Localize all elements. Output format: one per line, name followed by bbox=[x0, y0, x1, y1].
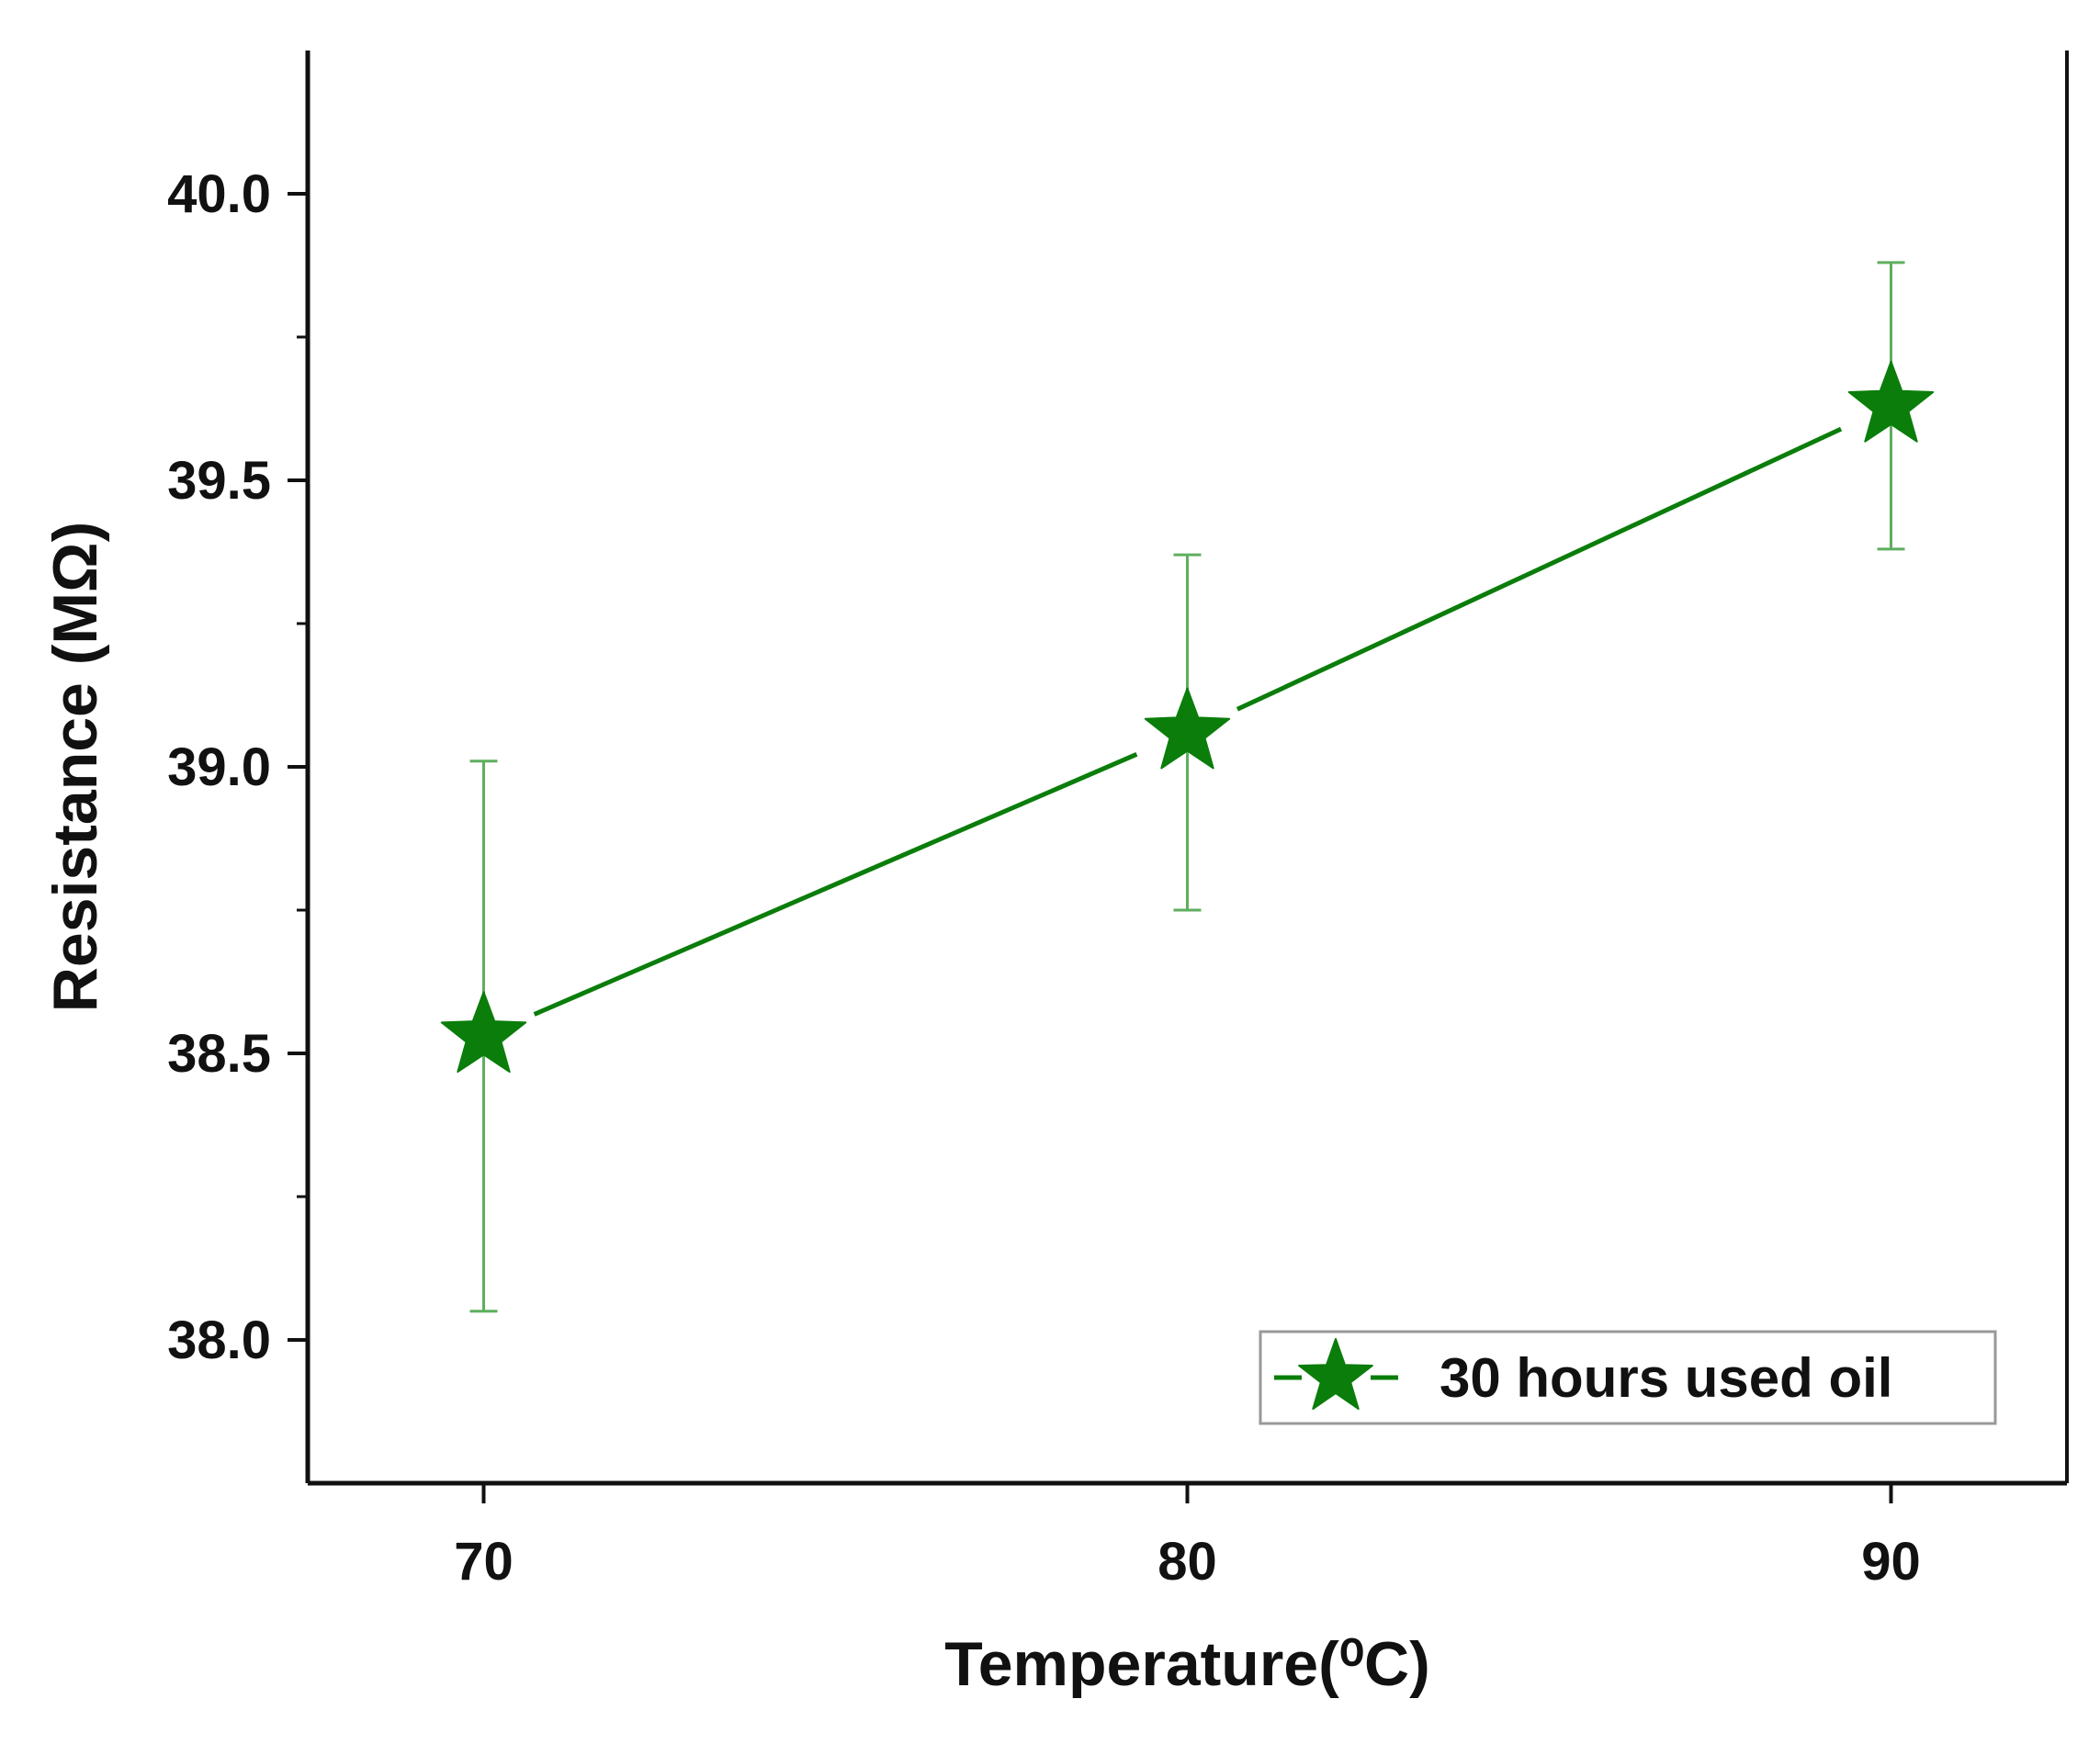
y-tick-label: 39.5 bbox=[167, 451, 271, 511]
y-tick-label: 40.0 bbox=[167, 164, 271, 224]
data-point bbox=[440, 991, 527, 1074]
x-tick-label: 70 bbox=[454, 1532, 514, 1592]
y-tick-label: 38.5 bbox=[167, 1024, 271, 1084]
series-line-segment bbox=[1236, 426, 1843, 712]
x-tick-label: 90 bbox=[1861, 1532, 1921, 1592]
series-line-segment bbox=[533, 752, 1138, 1017]
x-axis-title: Temperature(⁰C) bbox=[944, 1629, 1430, 1699]
legend-star-icon bbox=[1298, 1338, 1373, 1410]
axes: 38.0 38.5 39.0 39.5 40.0 70 80 90 bbox=[167, 51, 2069, 1592]
legend: 30 hours used oil bbox=[1259, 1330, 1997, 1425]
y-tick-label: 38.0 bbox=[167, 1311, 271, 1370]
data-point bbox=[1144, 687, 1231, 770]
y-axis-title: Resistance (MΩ) bbox=[40, 522, 110, 1012]
legend-label: 30 hours used oil bbox=[1440, 1347, 1892, 1409]
plot-area bbox=[440, 261, 1935, 1313]
y-tick-label: 39.0 bbox=[167, 737, 271, 797]
data-point bbox=[1847, 360, 1935, 443]
x-tick-label: 80 bbox=[1157, 1532, 1217, 1592]
